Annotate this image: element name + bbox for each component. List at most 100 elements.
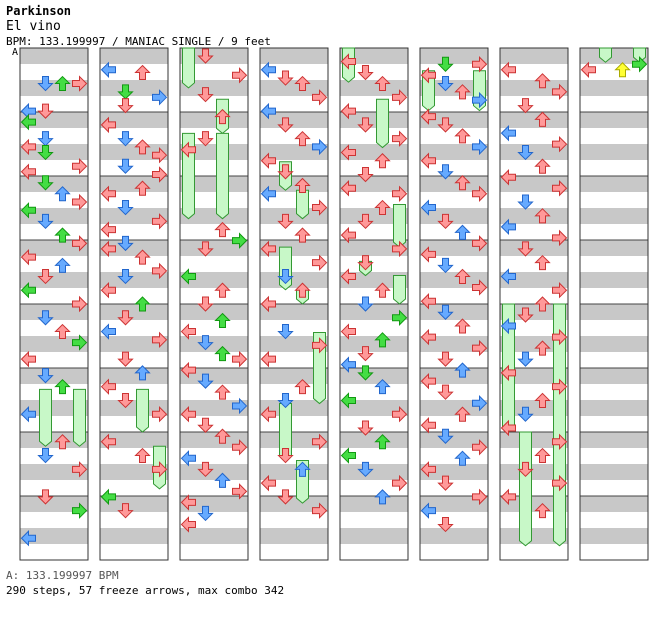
chart-band bbox=[580, 144, 648, 160]
chart-band bbox=[420, 432, 488, 448]
step-arrow-left bbox=[100, 282, 116, 299]
step-arrow-left bbox=[260, 240, 276, 258]
chart-band bbox=[20, 48, 88, 64]
step-arrow-up bbox=[374, 489, 391, 505]
chart-band bbox=[340, 400, 408, 416]
chart-band bbox=[100, 400, 168, 416]
step-arrow-left bbox=[100, 240, 116, 258]
step-arrow-down bbox=[517, 307, 534, 323]
step-arrow-down bbox=[357, 420, 374, 436]
step-arrow-up bbox=[534, 111, 551, 127]
step-arrow-right bbox=[312, 138, 328, 156]
step-arrow-up bbox=[214, 428, 231, 444]
step-arrow-down bbox=[37, 175, 54, 191]
step-arrow-up bbox=[294, 75, 311, 92]
step-arrow-down bbox=[437, 516, 454, 533]
step-arrow-down bbox=[357, 166, 374, 183]
chart-band bbox=[260, 112, 328, 128]
step-arrow-left bbox=[20, 406, 36, 423]
chart-band bbox=[580, 48, 648, 64]
step-arrow-right bbox=[472, 339, 488, 357]
chart-band bbox=[500, 208, 568, 224]
chart-band bbox=[180, 176, 248, 192]
chart-band bbox=[340, 432, 408, 448]
chart-band bbox=[20, 272, 88, 288]
step-arrow-right bbox=[72, 158, 88, 175]
step-arrow-down bbox=[37, 489, 54, 505]
step-arrow-right bbox=[552, 135, 568, 153]
chart-band bbox=[260, 432, 328, 448]
chart-band bbox=[420, 112, 488, 128]
step-arrow-down bbox=[277, 268, 294, 285]
chart-band bbox=[100, 432, 168, 448]
step-arrow-down bbox=[517, 144, 534, 161]
step-arrow-down bbox=[37, 448, 54, 464]
step-arrow-left bbox=[340, 392, 356, 409]
chart-band bbox=[100, 80, 168, 96]
step-arrow-up bbox=[214, 345, 231, 362]
step-arrow-down bbox=[117, 503, 134, 519]
step-arrow-up bbox=[534, 340, 551, 356]
chart-band bbox=[580, 112, 648, 128]
step-arrow-left bbox=[420, 461, 436, 478]
step-arrow-right bbox=[392, 474, 408, 492]
chart-band bbox=[500, 496, 568, 512]
chart-band bbox=[100, 304, 168, 320]
step-arrow-right bbox=[392, 406, 408, 423]
chart-band bbox=[500, 400, 568, 416]
step-arrow-right bbox=[232, 483, 248, 500]
step-arrow-right bbox=[312, 89, 328, 106]
step-arrow-left bbox=[420, 417, 436, 434]
step-arrow-down bbox=[117, 392, 134, 409]
step-arrow-left bbox=[500, 488, 516, 506]
step-arrow-up bbox=[534, 158, 551, 174]
chart-band bbox=[260, 304, 328, 320]
step-arrow-down bbox=[37, 76, 54, 92]
step-arrow-left bbox=[260, 102, 276, 120]
chart-band bbox=[20, 432, 88, 448]
step-arrow-up bbox=[134, 180, 151, 196]
step-arrow-right bbox=[552, 83, 568, 101]
step-arrow-up bbox=[214, 108, 231, 125]
step-arrow-right bbox=[312, 199, 328, 216]
step-arrow-up bbox=[454, 268, 471, 284]
chart-band bbox=[100, 496, 168, 512]
chart-column bbox=[259, 47, 329, 561]
step-arrow-up bbox=[534, 254, 551, 271]
freeze-arrow bbox=[599, 47, 612, 63]
step-arrow-right bbox=[552, 378, 568, 395]
step-arrow-right bbox=[152, 89, 168, 106]
step-arrow-left bbox=[180, 361, 196, 379]
step-arrow-up bbox=[54, 378, 71, 395]
step-arrow-left bbox=[500, 317, 516, 335]
step-arrow-right bbox=[392, 185, 408, 202]
step-arrow-down bbox=[197, 48, 214, 64]
song-title: El vino bbox=[6, 19, 61, 34]
step-arrow-left bbox=[500, 268, 516, 285]
chart-band bbox=[180, 400, 248, 416]
chart-band bbox=[340, 80, 408, 96]
chart-band bbox=[180, 240, 248, 256]
step-arrow-right bbox=[72, 334, 88, 351]
chart-band bbox=[420, 400, 488, 416]
step-arrow-up bbox=[454, 224, 471, 240]
step-arrow-left bbox=[100, 488, 116, 506]
chart-band bbox=[100, 336, 168, 352]
step-arrow-down bbox=[37, 131, 54, 147]
chart-band bbox=[180, 208, 248, 224]
chart-band bbox=[500, 80, 568, 96]
chart-band bbox=[260, 272, 328, 288]
step-arrow-left bbox=[100, 378, 116, 395]
step-arrow-up bbox=[134, 249, 151, 265]
step-arrow-right bbox=[152, 146, 168, 164]
step-arrow-up bbox=[54, 227, 71, 243]
step-arrow-up bbox=[454, 175, 471, 191]
step-arrow-left bbox=[260, 185, 276, 202]
step-arrow-left bbox=[20, 138, 36, 156]
step-arrow-down bbox=[277, 392, 294, 409]
step-arrow-down bbox=[437, 428, 454, 444]
chart-column bbox=[579, 47, 649, 561]
step-arrow-left bbox=[180, 450, 196, 467]
step-arrow-right bbox=[232, 232, 248, 249]
chart-band bbox=[20, 464, 88, 480]
